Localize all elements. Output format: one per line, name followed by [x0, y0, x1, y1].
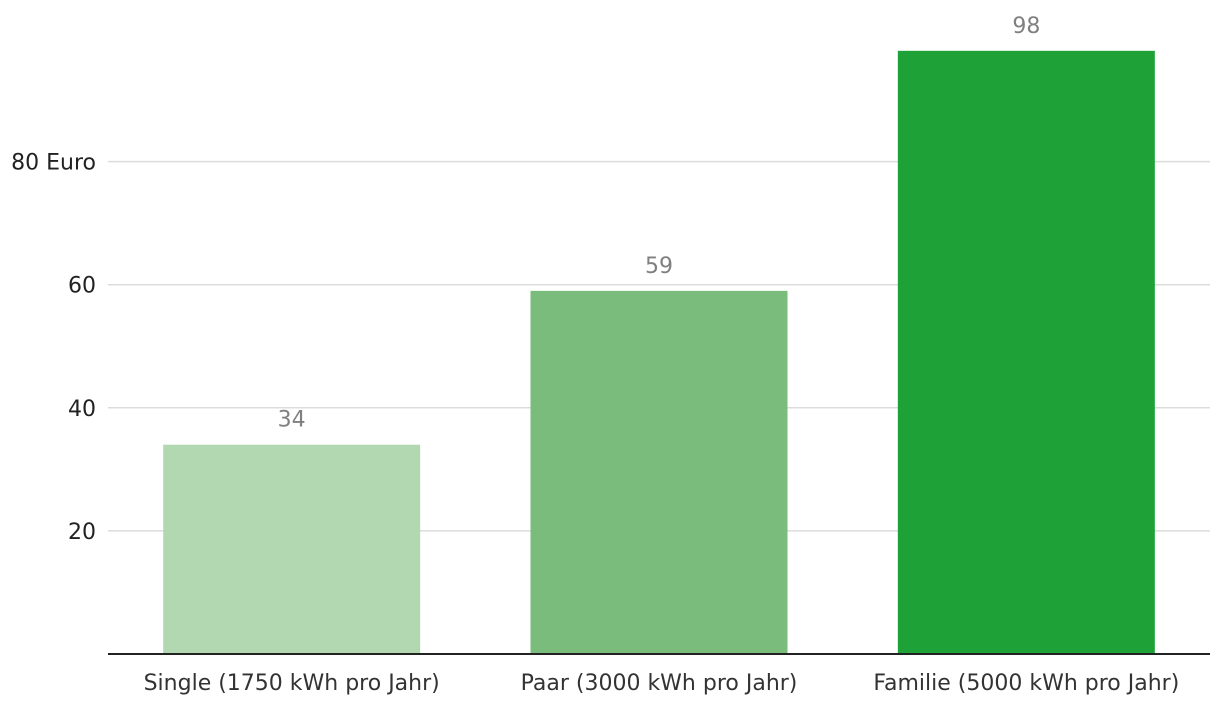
bar-1	[163, 444, 421, 654]
y-tick-label-60: 60	[68, 274, 96, 299]
bars	[163, 50, 1155, 655]
y-tick-label-80: 80 Euro	[11, 151, 96, 176]
value-label-1: 34	[278, 408, 306, 433]
bar-3	[897, 50, 1155, 655]
y-tick-label-40: 40	[68, 397, 96, 422]
value-label-2: 59	[645, 254, 673, 279]
x-tick-label-2: Paar (3000 kWh pro Jahr)	[521, 671, 798, 696]
x-tick-label-1: Single (1750 kWh pro Jahr)	[144, 671, 440, 696]
x-axis-ticks: Single (1750 kWh pro Jahr) Paar (3000 kWh…	[144, 671, 1180, 696]
y-tick-label-20: 20	[68, 520, 96, 545]
value-label-3: 98	[1012, 14, 1040, 39]
value-labels: 34 59 98	[278, 14, 1041, 433]
y-axis-ticks: 20 40 60 80 Euro	[11, 151, 96, 545]
x-tick-label-3: Familie (5000 kWh pro Jahr)	[873, 671, 1179, 696]
bar-2	[530, 290, 788, 654]
